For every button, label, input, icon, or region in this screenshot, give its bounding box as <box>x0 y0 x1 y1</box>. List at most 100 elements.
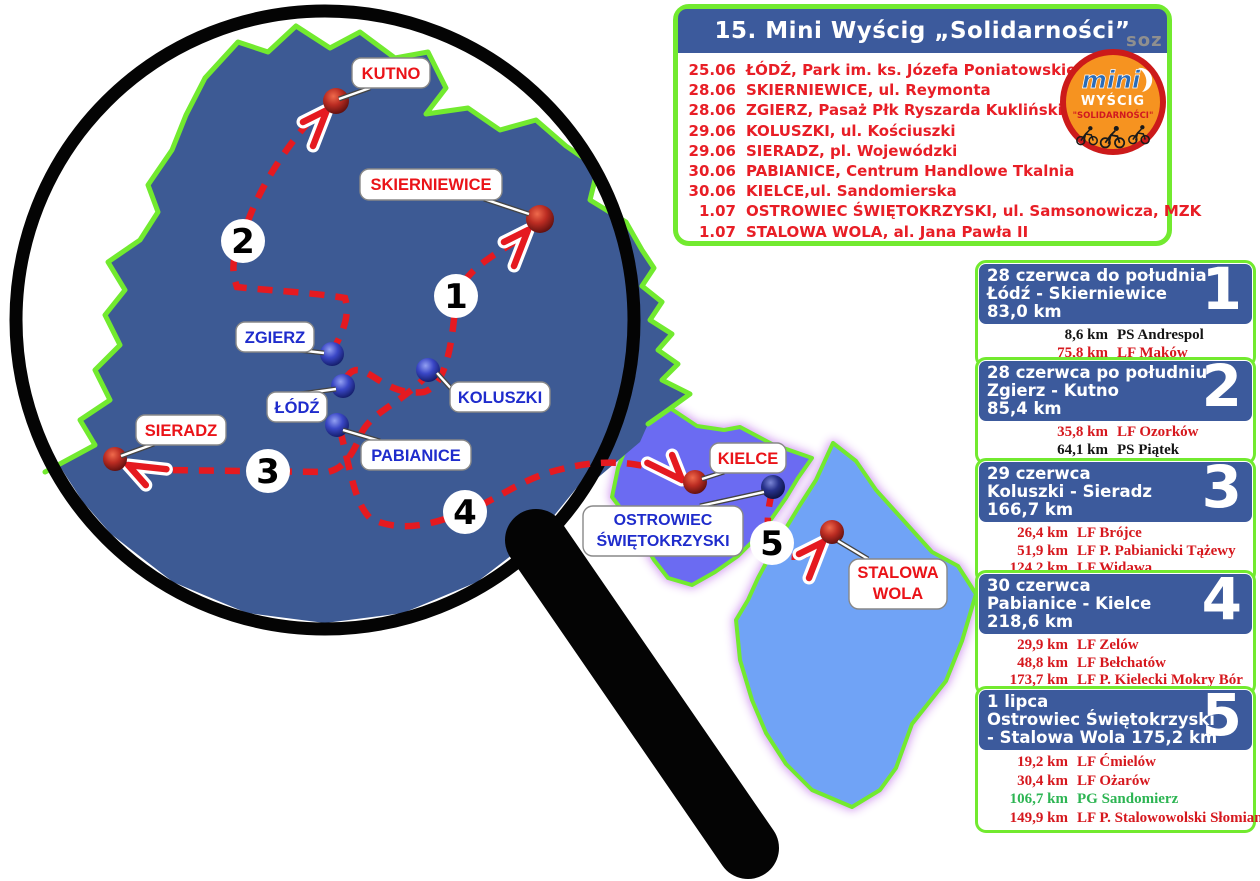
svg-text:1: 1 <box>444 277 468 317</box>
stage-card-1: 28 czerwca do południa Łódź - Skierniewi… <box>975 255 1256 368</box>
city-dot-stalowa-wola <box>820 520 844 544</box>
schedule-box: 15. Mini Wyścig „Solidarności” 25.06 ŁÓDŹ… <box>673 4 1202 246</box>
svg-text:ŚWIĘTOKRZYSKI: ŚWIĘTOKRZYSKI <box>596 531 729 550</box>
schedule-rows: 25.06 ŁÓDŹ, Park im. ks. Józefa Poniatows… <box>678 53 1202 242</box>
svg-text:2: 2 <box>231 222 255 262</box>
stage-detail-line: 64,1 km PS Piątek <box>1057 441 1180 458</box>
stage-detail-line: 48,8 km LF Bełchatów <box>1017 654 1167 671</box>
stage-header: 29 czerwca Koluszki - Sieradz 166,7 km 3 <box>979 456 1252 522</box>
svg-text:KUTNO: KUTNO <box>362 65 421 83</box>
city-label-pabianice: PABIANICE <box>360 439 472 471</box>
route-number-5: 5 <box>750 521 794 565</box>
route-number-1: 1 <box>434 274 478 318</box>
svg-text:3: 3 <box>256 452 280 492</box>
label-tails <box>120 85 870 562</box>
svg-text:4: 4 <box>453 493 477 533</box>
city-label-stalowa-wola: STALOWA WOLA <box>848 558 948 610</box>
stage-header: 1 lipca Ostrowiec Świętokrzyski - Stalow… <box>979 684 1252 750</box>
route-number-4: 4 <box>443 490 487 534</box>
city-label-sieradz: SIERADZ <box>135 414 227 446</box>
stage-details: 8,6 km PS Andrespol 75,8 km LF Maków <box>978 325 1253 365</box>
schedule-row: 29.06 KOLUSZKI, ul. Kościuszki <box>688 121 956 140</box>
watermark: soz <box>1126 30 1163 51</box>
logo-disc <box>1060 49 1166 155</box>
stage-card-4: 30 czerwca Pabianice - Kielce 218,6 km 4… <box>975 568 1256 696</box>
svg-text:ŁÓDŹ: ŁÓDŹ <box>275 398 320 417</box>
city-labels: KUTNO SKIERNIEWICE ZGIERZ ŁÓDŹ KOLUSZKI … <box>135 57 948 610</box>
stage-details: 19,2 km LF Ćmielów 30,4 km LF Ożarów 106,7… <box>978 751 1260 830</box>
city-dot-zgierz <box>320 342 344 366</box>
stage-detail-line: 19,2 km LF Ćmielów <box>1017 754 1157 770</box>
city-label-ostrowiec: OSTROWIEC ŚWIĘTOKRZYSKI <box>582 505 744 557</box>
lens-ring <box>9 4 641 636</box>
stage-card-5: 1 lipca Ostrowiec Świętokrzyski - Stalow… <box>975 684 1260 833</box>
schedule-row: 1.07 OSTROWIEC ŚWIĘTOKRZYSKI, ul. Samsono… <box>698 202 1202 221</box>
stage-number: 3 <box>1201 453 1242 521</box>
route-2 <box>230 111 351 354</box>
stage-detail-line: 29,9 km LF Zelów <box>1017 637 1139 653</box>
stage-card-2: 28 czerwca po południu Zgierz - Kutno 85… <box>975 355 1256 465</box>
city-dot-kutno <box>323 88 349 114</box>
svg-text:SIERADZ: SIERADZ <box>145 422 217 440</box>
city-label-koluszki: KOLUSZKI <box>449 381 551 413</box>
svg-text:SKIERNIEWICE: SKIERNIEWICE <box>370 176 491 194</box>
route-3 <box>161 369 433 476</box>
stage-detail-line: 30,4 km LF Ożarów <box>1017 772 1151 789</box>
route-number-2: 2 <box>221 219 265 263</box>
schedule-row: 29.06 SIERADZ, pl. Wojewódzki <box>688 141 958 160</box>
city-dot-pabianice <box>325 413 349 437</box>
stage-header: 30 czerwca Pabianice - Kielce 218,6 km 4 <box>979 568 1252 634</box>
svg-text:STALOWA: STALOWA <box>857 564 938 582</box>
svg-text:OSTROWIEC: OSTROWIEC <box>614 512 713 529</box>
city-dot-kielce <box>683 470 707 494</box>
stage-number: 5 <box>1201 681 1242 749</box>
logo-word-solidarnosci: "SOLIDARNOŚCI" <box>1073 109 1154 121</box>
schedule-row: 25.06 ŁÓDŹ, Park im. ks. Józefa Poniatows… <box>688 61 1098 79</box>
svg-text:PABIANICE: PABIANICE <box>371 447 461 465</box>
city-dot-sieradz <box>103 447 127 471</box>
schedule-row: 1.07 STALOWA WOLA, al. Jana Pawła II <box>698 222 1029 241</box>
stage-number: 1 <box>1201 255 1242 323</box>
city-dot-skierniewice <box>526 205 554 233</box>
logo-crescent-icon <box>1138 67 1153 92</box>
city-dot-ostrowiec <box>761 475 785 499</box>
route-1 <box>343 237 520 396</box>
stage-number: 2 <box>1201 352 1242 420</box>
lens-handle <box>505 509 779 879</box>
schedule-row: 30.06 KIELCE,ul. Sandomierska <box>688 182 957 201</box>
svg-text:KIELCE: KIELCE <box>718 450 779 468</box>
city-dot-koluszki <box>416 358 440 382</box>
svg-text:5: 5 <box>760 524 784 564</box>
race-logo: mini WYŚCIG "SOLIDARNOŚCI" <box>1060 49 1166 155</box>
schedule-title: 15. Mini Wyścig „Solidarności” <box>678 9 1167 53</box>
schedule-row: 28.06 SKIERNIEWICE, ul. Reymonta <box>688 81 991 100</box>
route-number-3: 3 <box>246 449 290 493</box>
stage-detail-line: 35,8 km LF Ozorków <box>1057 424 1199 440</box>
svg-text:KOLUSZKI: KOLUSZKI <box>458 389 542 407</box>
svg-text:ZGIERZ: ZGIERZ <box>245 329 306 347</box>
city-label-lodz: ŁÓDŹ <box>266 391 328 423</box>
city-label-kutno: KUTNO <box>351 57 431 89</box>
region-lodz-border <box>42 23 693 475</box>
logo-word-wyscig: WYŚCIG <box>1081 93 1145 109</box>
stage-detail-line: 8,6 km PS Andrespol <box>1064 327 1204 343</box>
logo-word-mini: mini <box>1082 66 1141 94</box>
stage-details: 35,8 km LF Ozorków 64,1 km PS Piątek <box>978 422 1253 462</box>
stage-detail-line: 173,7 km LF P. Kielecki Mokry Bór <box>1009 672 1243 688</box>
stage-number: 4 <box>1201 565 1242 633</box>
route-number-badges: 1 2 3 4 5 <box>221 219 794 565</box>
svg-text:WOLA: WOLA <box>873 585 923 603</box>
stage-detail-line: 26,4 km LF Brójce <box>1017 525 1142 541</box>
schedule-row: 30.06 PABIANICE, Centrum Handlowe Tkalnia <box>688 162 1075 181</box>
city-label-kielce: KIELCE <box>709 442 787 474</box>
stage-details: 29,9 km LF Zelów 48,8 km LF Bełchatów 173,… <box>978 635 1253 693</box>
city-dot-lodz <box>331 374 355 398</box>
city-label-zgierz: ZGIERZ <box>235 321 315 353</box>
stage-header: 28 czerwca po południu Zgierz - Kutno 85… <box>979 355 1252 421</box>
city-label-skierniewice: SKIERNIEWICE <box>359 168 503 201</box>
stage-detail-line: 51,9 km LF P. Pabianicki Tążewy <box>1017 542 1236 559</box>
stage-detail-line: 149,9 km LF P. Stalowowolski Słomiana <box>1009 809 1260 826</box>
stage-detail-line: 75,8 km LF Maków <box>1057 344 1188 361</box>
